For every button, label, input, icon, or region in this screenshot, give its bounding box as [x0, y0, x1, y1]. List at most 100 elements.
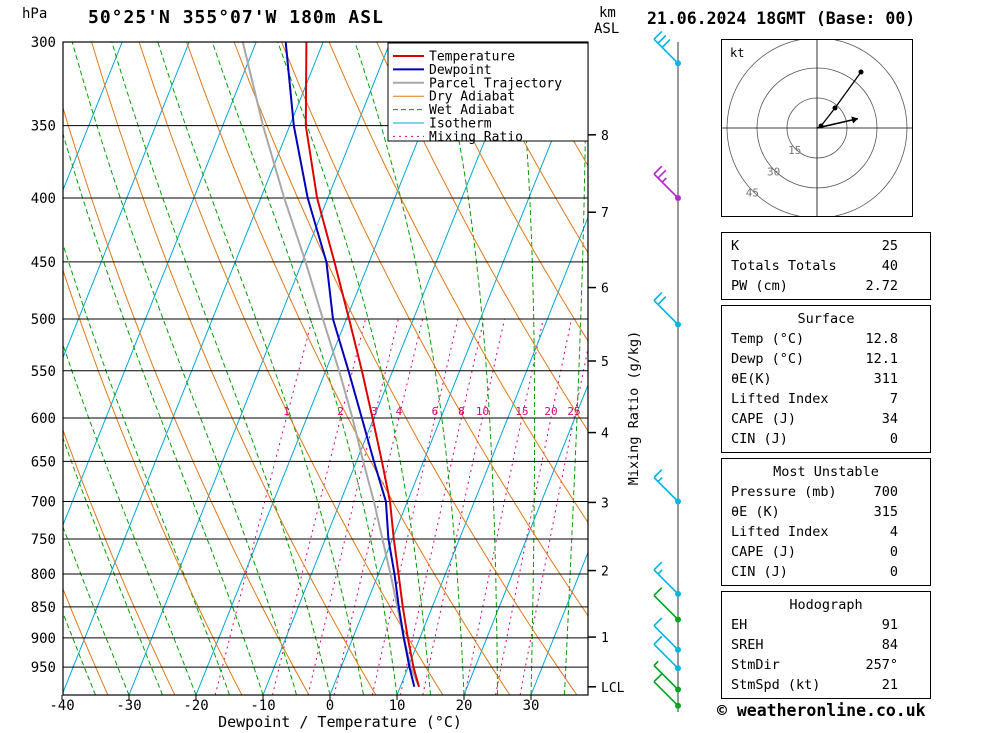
wind-barb — [653, 30, 681, 67]
hodograph-unit-label: kt — [730, 46, 744, 60]
run-datetime: 21.06.2024 18GMT (Base: 00) — [647, 9, 916, 28]
pressure-tick-label: 850 — [31, 600, 56, 616]
stat-value: 84 — [881, 637, 898, 653]
pressure-unit-label: hPa — [22, 6, 48, 22]
temperature-tick-label: -40 — [49, 698, 74, 714]
hodograph-trace-point — [832, 105, 838, 111]
stats-panel: K 25 Totals Totals 40 PW (cm) 2.72 Surface Temp… — [721, 232, 931, 704]
pressure-tick-label: 400 — [31, 191, 56, 207]
storm-motion-arrow — [816, 117, 859, 129]
wind-barb — [653, 673, 681, 709]
dewpoint-line — [284, 42, 416, 688]
stat-value: 0 — [889, 544, 898, 560]
legend-label: Parcel Trajectory — [429, 76, 562, 91]
wind-barb — [653, 165, 681, 201]
hodograph-ring-label: 30 — [767, 165, 780, 178]
km-tick-label: 5 — [601, 355, 609, 370]
stat-row: CIN (J) 0 — [722, 562, 930, 582]
mixing-ratio-value: 25 — [567, 405, 580, 418]
stat-row: CIN (J) 0 — [722, 429, 930, 449]
mixing-ratio-value: 4 — [396, 405, 403, 418]
stat-value: 91 — [881, 617, 898, 633]
wind-barb-column — [653, 30, 681, 712]
stat-value: 700 — [873, 484, 898, 500]
hodograph: 15 30 45 kt — [721, 39, 913, 217]
stat-row: θE (K) 315 — [722, 502, 930, 522]
mixing-ratio-axis-label: Mixing Ratio (g/kg) — [626, 330, 642, 486]
stat-row: CAPE (J) 0 — [722, 542, 930, 562]
stat-row: SREH 84 — [722, 635, 930, 655]
mixing-ratio-value: 8 — [458, 405, 465, 418]
legend-label: Temperature — [429, 50, 515, 65]
stats-table-title: Hodograph — [789, 597, 863, 613]
stat-row: Lifted Index 4 — [722, 522, 930, 542]
mixing-ratio-value: 2 — [337, 405, 344, 418]
stat-label: Lifted Index — [731, 391, 829, 407]
stat-value: 315 — [873, 504, 898, 520]
station-title: 50°25'N 355°07'W 180m ASL — [88, 7, 384, 28]
stat-label: K — [731, 238, 740, 254]
temperature-tick-label: 0 — [326, 698, 334, 714]
stat-value: 34 — [881, 411, 898, 427]
stat-value: 7 — [889, 391, 898, 407]
stat-row: Pressure (mb) 700 — [722, 482, 930, 502]
stat-value: 0 — [889, 564, 898, 580]
temperature-tick-label: 20 — [456, 698, 473, 714]
stat-row: EH 91 — [722, 615, 930, 635]
plot-area — [63, 42, 588, 695]
hodograph-ring-label: 15 — [788, 144, 801, 157]
stat-value: 12.8 — [865, 331, 898, 347]
stat-label: EH — [731, 617, 748, 633]
mixing-ratio-value: 6 — [432, 405, 439, 418]
stat-label: Dewp (°C) — [731, 351, 805, 367]
storm-motion-arrowhead — [851, 116, 858, 124]
temperature-tick-label: -30 — [116, 698, 141, 714]
stat-value: 4 — [889, 524, 898, 540]
wind-barb — [653, 561, 681, 597]
stat-value: 257° — [865, 657, 898, 673]
stat-row: Dewp (°C) 12.1 — [722, 349, 930, 369]
pressure-tick-label: 550 — [31, 364, 56, 380]
asl-axis-unit-label: ASL — [594, 21, 620, 37]
stat-label: StmDir — [731, 657, 780, 673]
stat-row: Temp (°C) 12.8 — [722, 329, 930, 349]
stat-row: StmDir 257° — [722, 655, 930, 675]
stats-table-title: Most Unstable — [773, 464, 879, 480]
dry-adiabat-lines — [63, 42, 588, 695]
stat-value: 40 — [881, 258, 898, 274]
mixing-ratio-value: 10 — [476, 405, 489, 418]
pressure-tick-label: 700 — [31, 495, 56, 511]
stat-label: Totals Totals — [731, 258, 837, 274]
wind-barb — [653, 635, 681, 672]
stat-value: 12.1 — [865, 351, 898, 367]
temperature-tick-label: -20 — [183, 698, 208, 714]
km-tick-label: 8 — [601, 129, 609, 144]
legend-label: Dry Adiabat — [429, 90, 515, 105]
wind-barb — [653, 660, 681, 693]
legend-label: Isotherm — [429, 117, 492, 132]
stat-value: 2.72 — [865, 278, 898, 294]
stat-label: Pressure (mb) — [731, 484, 837, 500]
stat-label: SREH — [731, 637, 764, 653]
km-tick-label: 3 — [601, 496, 609, 511]
pressure-tick-label: 500 — [31, 312, 56, 328]
stats-table-most-unstable: Most Unstable Pressure (mb) 700 θE (K) 315 Li… — [721, 458, 931, 586]
isotherm-lines — [63, 42, 588, 695]
km-tick-label: 6 — [601, 282, 609, 297]
mixing-ratio-value: 1 — [283, 405, 290, 418]
stat-row: StmSpd (kt) 21 — [722, 675, 930, 695]
stat-label: CAPE (J) — [731, 411, 797, 427]
stat-row: θE(K) 311 — [722, 369, 930, 389]
mixing-ratio-value: 20 — [544, 405, 557, 418]
pressure-tick-label: 900 — [31, 631, 56, 647]
pressure-tick-label: 650 — [31, 454, 56, 470]
km-tick-label: 2 — [601, 565, 609, 580]
temperature-tick-label: 30 — [523, 698, 540, 714]
stat-row: PW (cm) 2.72 — [722, 276, 930, 296]
stat-value: 0 — [889, 431, 898, 447]
temperature-tick-labels: -40 -30 -20 -10 0 10 20 30 — [49, 695, 539, 714]
pressure-tick-label: 750 — [31, 532, 56, 548]
legend-label: Wet Adiabat — [429, 103, 515, 118]
